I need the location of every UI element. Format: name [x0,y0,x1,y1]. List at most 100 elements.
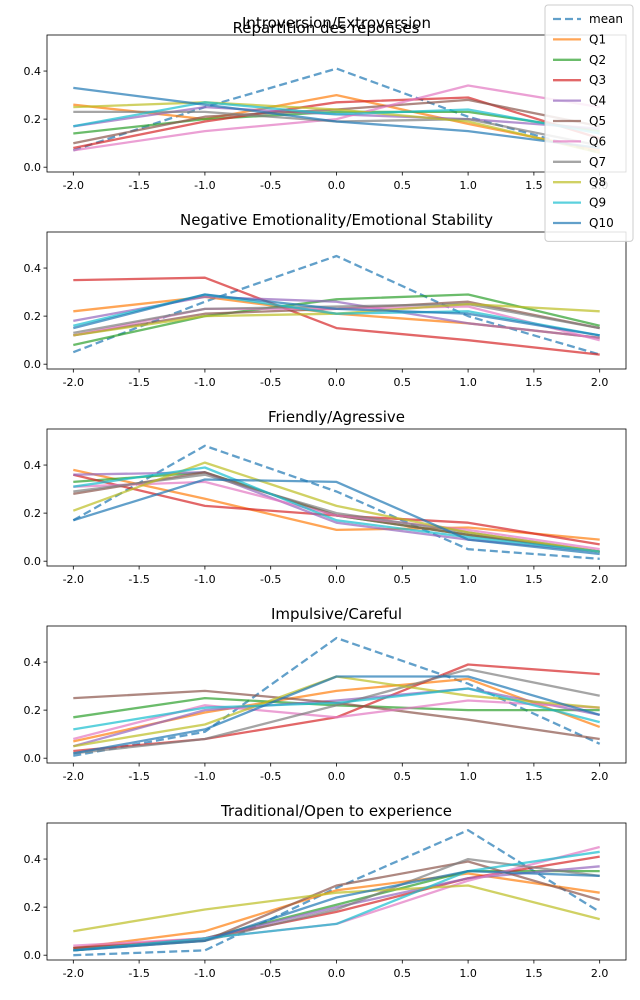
series-line-q3 [73,473,600,546]
y-tick-label: 0.4 [24,459,42,472]
series-line-q10 [73,675,601,755]
series-line-q3 [73,96,601,150]
x-tick-label: -1.5 [128,967,149,980]
series-line-q8 [72,461,600,553]
x-tick-label: 1.0 [459,179,477,192]
subplot-2: Negative Emotionality/Emotional Stabilit… [24,211,627,389]
series-line-q10 [73,293,600,337]
x-tick-label: -2.0 [63,376,84,389]
x-tick-label: 0.0 [328,376,346,389]
legend-label-q1: Q1 [589,32,606,46]
legend-label-q8: Q8 [589,175,606,189]
series-line-mean [72,444,600,560]
x-tick-label: -1.5 [128,770,149,783]
x-tick-label: -1.0 [194,967,215,980]
x-tick-label: -0.5 [260,770,281,783]
subplot-1: Introversion/Extroversion -2.0 -1.5 -1.0 -0.… [24,14,627,192]
x-tick-label: 1.0 [459,967,477,980]
x-tick-label: -1.5 [128,573,149,586]
y-tick-label: 0.0 [24,161,42,174]
x-tick-label: 2.0 [591,967,609,980]
legend-label-q6: Q6 [589,134,606,148]
series-line-q6 [73,84,600,152]
x-tick-label: 1.5 [525,376,543,389]
x-tick-label: 1.0 [459,573,477,586]
series-line-q7 [73,302,600,335]
series-line-mean [72,254,601,356]
subplot-title: Traditional/Open to experience [220,802,452,820]
x-tick-label: -0.5 [260,179,281,192]
x-tick-label: -1.0 [194,179,215,192]
series-line-q10 [73,869,600,952]
x-tick-label: -2.0 [63,967,84,980]
x-tick-label: 1.0 [459,376,477,389]
x-tick-label: -2.0 [63,770,84,783]
legend-label-q2: Q2 [589,53,606,67]
x-tick-label: 1.5 [525,967,543,980]
series-line-q9 [73,850,600,952]
subplot-title: Impulsive/Careful [271,605,402,623]
subplot-title: Negative Emotionality/Emotional Stabilit… [180,211,493,229]
y-tick-label: 0.2 [24,113,42,126]
series-line-q3 [73,276,600,356]
series-line-q6 [73,699,600,741]
series-line-mean [73,829,601,957]
x-tick-label: 0.5 [394,376,412,389]
y-tick-label: 0.2 [24,310,42,323]
series-line-q9 [73,466,600,553]
series-line-q7 [73,668,600,755]
series-line-q9 [73,101,600,135]
y-tick-label: 0.4 [24,262,42,275]
x-tick-label: 0.5 [394,770,412,783]
series-line-q10 [73,86,600,150]
subplot-title: Introversion/Extroversion [242,14,431,32]
legend-label-mean: mean [589,12,623,26]
figure-suptitle: Répartition des réponses [233,19,420,37]
x-tick-label: -2.0 [63,179,84,192]
series-line-q3 [73,855,600,950]
y-tick-label: 0.0 [24,358,42,371]
axes-frame [46,34,627,173]
legend-label-q3: Q3 [589,73,606,87]
series-line-q9 [73,687,600,731]
legend-label-q7: Q7 [589,155,606,169]
x-tick-label: 1.5 [525,179,543,192]
series-line-q4 [72,687,600,748]
legend-label-q5: Q5 [589,114,606,128]
x-tick-label: 0.0 [328,573,346,586]
y-tick-label: 0.2 [24,507,42,520]
y-tick-label: 0.4 [24,65,42,78]
x-tick-label: 2.0 [591,770,609,783]
x-tick-label: -1.5 [128,179,149,192]
y-tick-label: 0.2 [24,901,42,914]
series-line-q1 [73,872,600,950]
x-tick-label: 0.5 [394,573,412,586]
series-line-q8 [73,101,600,154]
y-tick-label: 0.0 [24,949,42,962]
x-tick-label: -1.5 [128,376,149,389]
series-line-q1 [73,468,600,541]
x-tick-label: 1.5 [525,573,543,586]
y-tick-label: 0.4 [24,656,42,669]
x-tick-label: 2.0 [591,573,609,586]
x-tick-label: -2.0 [63,573,84,586]
x-tick-label: -1.0 [194,770,215,783]
subplot-3: Friendly/Agressive -2.0 -1.5 -1.0 -0.5 0.0 0.5… [24,408,627,586]
x-tick-label: 1.0 [459,770,477,783]
x-tick-label: 2.0 [591,376,609,389]
series-line-q8 [73,675,600,748]
x-tick-label: 0.0 [328,179,346,192]
legend-label-q4: Q4 [589,94,606,108]
x-tick-label: -1.0 [194,376,215,389]
subplot-title: Friendly/Agressive [268,408,405,426]
x-tick-label: 0.0 [328,770,346,783]
x-tick-label: -1.0 [194,573,215,586]
x-tick-label: -0.5 [260,967,281,980]
x-tick-label: 0.5 [394,967,412,980]
x-tick-label: 0.0 [328,967,346,980]
series-line-q10 [72,478,600,556]
series-line-q7 [73,110,600,147]
series-line-q6 [73,480,600,551]
x-tick-label: -0.5 [260,376,281,389]
